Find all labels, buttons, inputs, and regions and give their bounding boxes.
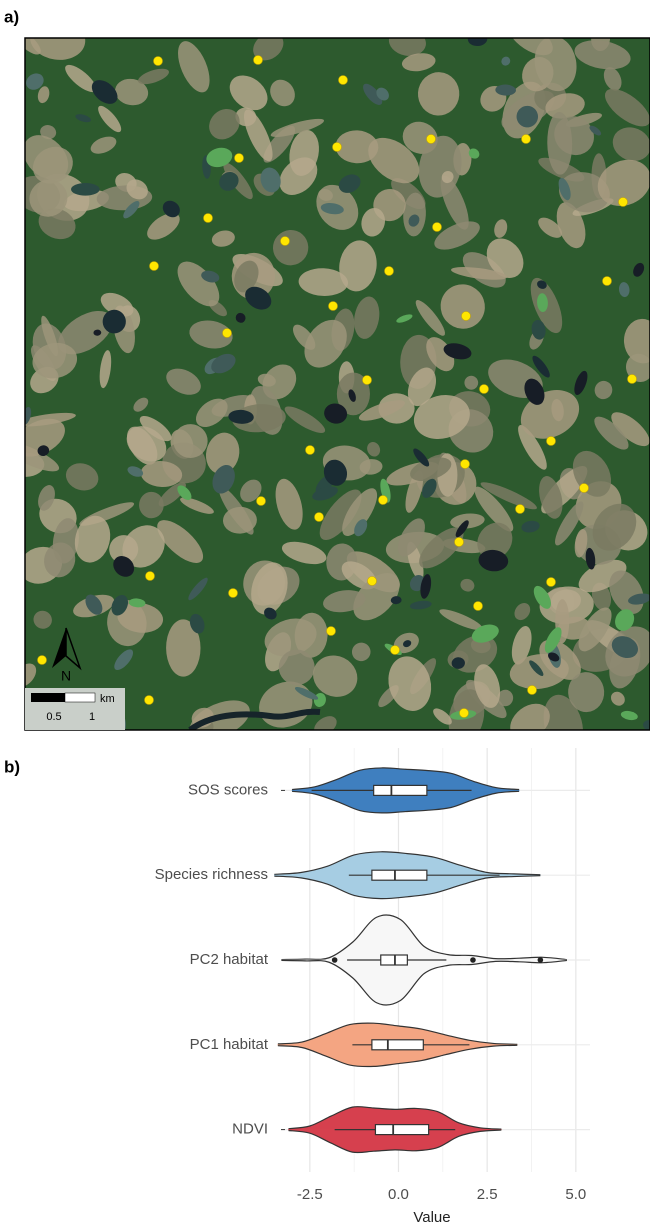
site-marker [391, 646, 400, 655]
y-tick-label: PC1 habitat [190, 1036, 269, 1053]
site-marker [522, 135, 531, 144]
site-marker [628, 375, 637, 384]
site-marker [204, 214, 213, 223]
site-marker [460, 709, 469, 718]
panel-label: b) [4, 757, 20, 776]
site-marker [229, 589, 238, 598]
box [375, 1125, 428, 1135]
violin-fill [281, 960, 566, 1005]
site-marker [254, 56, 263, 65]
north-label: N [61, 668, 71, 684]
site-marker [333, 143, 342, 152]
outlier [470, 957, 476, 963]
site-marker [363, 376, 372, 385]
site-marker [154, 57, 163, 66]
site-marker [580, 484, 589, 493]
outlier [332, 957, 338, 963]
site-marker [146, 572, 155, 581]
site-marker [368, 577, 377, 586]
x-tick-label: 0.0 [388, 1186, 409, 1203]
site-marker [474, 602, 483, 611]
box [374, 785, 427, 795]
site-marker [427, 135, 436, 144]
scale-label: 1 [89, 711, 95, 723]
box [372, 870, 427, 880]
terrain-patch [279, 649, 315, 685]
y-tick-label: Species richness [155, 866, 268, 883]
site-marker [385, 267, 394, 276]
violin-plot: -2.5 0.0 2.5 5.0 SOS scores Species richness P… [155, 748, 590, 1203]
site-marker [223, 329, 232, 338]
satellite-map [0, 14, 650, 759]
site-marker [603, 277, 612, 286]
y-tick-label: NDVI [232, 1121, 268, 1138]
site-marker [257, 497, 266, 506]
y-tick-label: PC2 habitat [190, 951, 269, 968]
site-marker [547, 437, 556, 446]
figure: a) N km 0.5 1 b) Value -2.5 0.0 2.5 5.0 SOS … [0, 0, 650, 1227]
x-tick-label: 2.5 [477, 1186, 498, 1203]
scale-bar: km 0.5 1 [25, 688, 125, 730]
site-marker [461, 460, 470, 469]
scale-white [65, 693, 95, 702]
site-marker [315, 513, 324, 522]
scale-black [31, 693, 65, 702]
site-marker [38, 656, 47, 665]
site-marker [528, 686, 537, 695]
site-marker [433, 223, 442, 232]
pond [71, 183, 100, 196]
x-tick-label: -2.5 [297, 1186, 323, 1203]
site-marker [150, 262, 159, 271]
y-tick-label: SOS scores [188, 781, 268, 798]
box [372, 1040, 423, 1050]
site-marker [145, 696, 154, 705]
site-marker [462, 312, 471, 321]
x-axis-label: Value [413, 1209, 450, 1226]
site-marker [379, 496, 388, 505]
site-marker [327, 627, 336, 636]
site-marker [516, 505, 525, 514]
site-marker [281, 237, 290, 246]
site-marker [547, 578, 556, 587]
site-marker [235, 154, 244, 163]
violin-fill [281, 915, 566, 960]
site-marker [480, 385, 489, 394]
scale-label: 0.5 [46, 711, 61, 723]
panel-label: a) [4, 7, 19, 26]
outlier [538, 957, 544, 963]
site-marker [339, 76, 348, 85]
site-marker [329, 302, 338, 311]
x-tick-label: 5.0 [565, 1186, 586, 1203]
site-marker [306, 446, 315, 455]
site-marker [455, 538, 464, 547]
site-marker [619, 198, 628, 207]
scale-unit: km [100, 693, 115, 705]
